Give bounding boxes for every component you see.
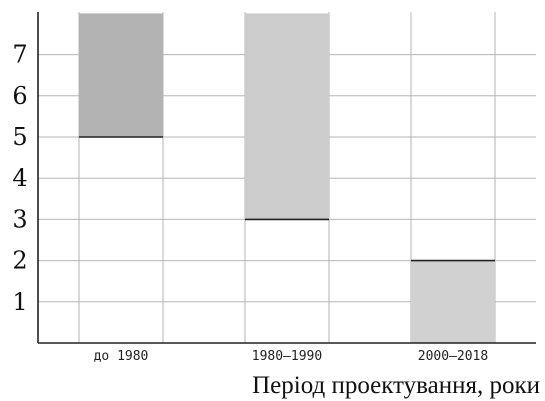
y-tick-labels: 1 2 3 4 5 6 7	[12, 41, 27, 316]
y-tick-label: 7	[12, 41, 27, 69]
y-tick-label: 6	[12, 82, 27, 110]
bars	[79, 13, 495, 343]
x-tick-label: до 1980	[94, 349, 149, 364]
bar	[411, 260, 495, 343]
y-tick-label: 3	[12, 205, 27, 233]
bar	[245, 13, 329, 220]
y-tick-label: 5	[12, 123, 27, 151]
x-tick-labels: до 1980 1980–1990 2000–2018	[94, 349, 489, 364]
x-tick-label: 2000–2018	[418, 349, 488, 364]
x-axis-label: Період проектування, роки	[252, 372, 540, 399]
y-tick-label: 1	[12, 288, 27, 316]
y-tick-label: 2	[12, 247, 27, 275]
y-tick-label: 4	[12, 164, 27, 192]
axes	[37, 12, 536, 344]
x-tick-label: 1980–1990	[252, 349, 322, 364]
bar	[79, 13, 163, 137]
